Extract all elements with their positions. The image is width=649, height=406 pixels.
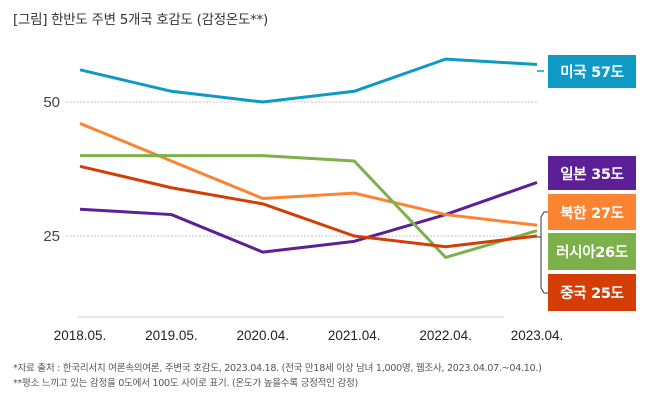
footnote-definition: **평소 느끼고 있는 감정을 0도에서 100도 사이로 표기. (온도가 높…	[13, 378, 358, 389]
series-line-러시아	[80, 154, 538, 259]
x-tick-label: 2023.04.	[511, 328, 564, 343]
chart-title: [그림] 한반도 주변 5개국 호감도 (감정온도**)	[13, 12, 268, 28]
x-tick-label: 2021.04.	[328, 328, 381, 343]
label-bracket	[537, 211, 550, 294]
y-tick-label: 25	[43, 228, 60, 245]
x-tick-label: 2022.04.	[419, 328, 472, 343]
series-label-중국: 중국 25도	[548, 274, 636, 311]
series-line-중국	[79, 164, 538, 249]
series-line-북한	[79, 122, 538, 227]
x-tick-label: 2019.05.	[145, 328, 198, 343]
series-label-미국: 미국 57도	[548, 55, 636, 88]
series-line-미국	[79, 57, 538, 104]
footnotes: *자료 출처 : 한국리서치 여론속의여론, 주변국 호감도, 2023.04.…	[13, 361, 542, 391]
footnote-source: *자료 출처 : 한국리서치 여론속의여론, 주변국 호감도, 2023.04.…	[13, 363, 542, 374]
x-tick-label: 2018.05.	[54, 328, 107, 343]
series-label-러시아: 러시아26도	[548, 233, 636, 270]
x-tick-label: 2020.04.	[237, 328, 290, 343]
series-label-일본: 일본 35도	[548, 156, 636, 190]
y-tick-label: 50	[43, 94, 60, 111]
series-line-일본	[79, 180, 538, 254]
series-label-북한: 북한 27도	[548, 194, 636, 230]
